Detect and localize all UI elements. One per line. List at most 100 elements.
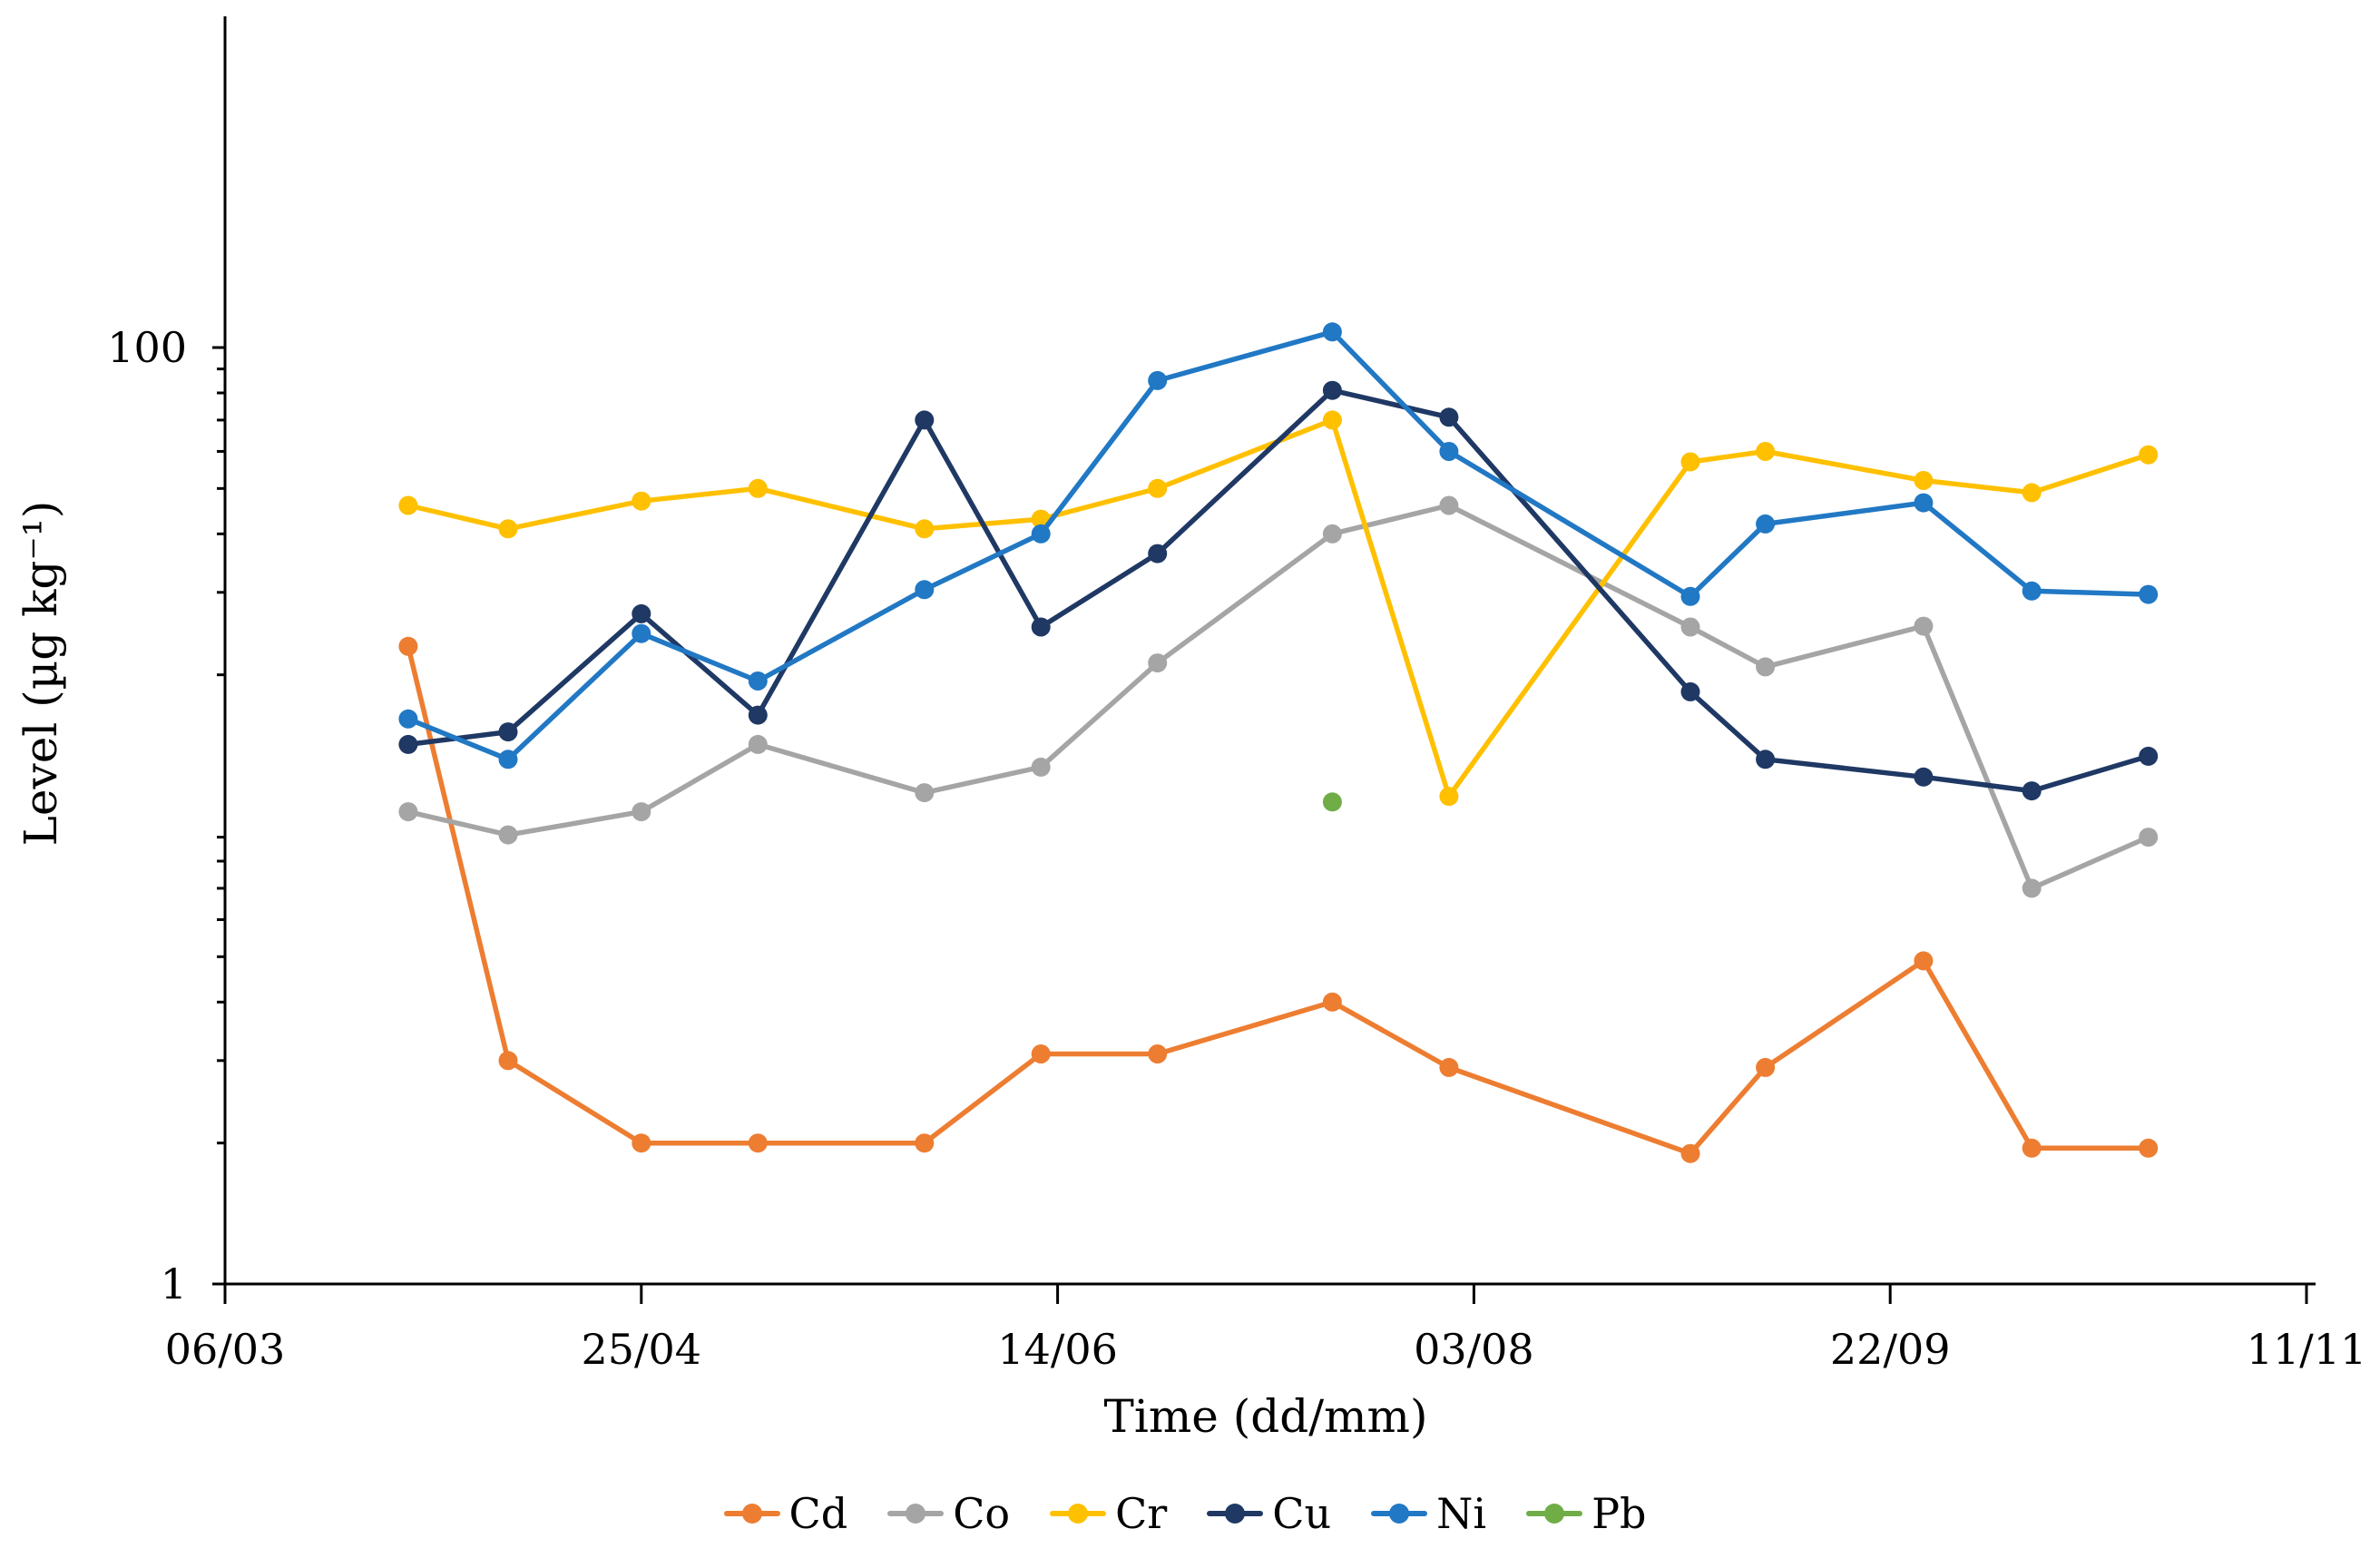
legend-swatch-cd bbox=[723, 1504, 780, 1524]
series-cd-marker bbox=[1148, 1044, 1168, 1063]
legend-marker-icon bbox=[906, 1504, 926, 1524]
x-tick-label: 22/09 bbox=[1830, 1325, 1951, 1374]
series-cr-marker bbox=[498, 519, 518, 539]
series-cr-marker bbox=[1148, 478, 1168, 498]
series-cr-marker bbox=[748, 478, 768, 498]
x-tick-label: 03/08 bbox=[1414, 1325, 1534, 1374]
series-co-marker bbox=[1148, 653, 1168, 673]
legend-label-co: Co bbox=[953, 1489, 1011, 1538]
series-cd-marker bbox=[2139, 1138, 2159, 1158]
series-cd-line bbox=[406, 643, 2151, 1156]
legend-label-cu: Cu bbox=[1272, 1489, 1332, 1538]
x-tick-label: 25/04 bbox=[582, 1325, 702, 1374]
series-cr-marker bbox=[398, 495, 418, 515]
series-cd-marker bbox=[632, 1133, 651, 1153]
series-cd-marker bbox=[498, 1051, 518, 1071]
series-cd-marker bbox=[1439, 1057, 1459, 1077]
series-cr-marker bbox=[2022, 483, 2042, 503]
series-cr-marker bbox=[1680, 452, 1700, 472]
series-layer bbox=[398, 322, 2159, 1163]
series-ni-marker bbox=[498, 750, 518, 769]
series-cu-marker bbox=[498, 722, 518, 742]
series-cu-marker bbox=[915, 410, 935, 430]
series-co-marker bbox=[632, 802, 651, 822]
series-cd-marker bbox=[2022, 1138, 2042, 1158]
x-tick-label: 11/11 bbox=[2247, 1325, 2367, 1374]
series-cd-marker bbox=[748, 1133, 768, 1153]
legend-item-co: Co bbox=[887, 1493, 1010, 1534]
axes-layer: 1 100 06/03 25/04 14/06 03/08 22/09 11/11 bbox=[107, 16, 2366, 1374]
series-cr-marker bbox=[2139, 445, 2159, 465]
legend-marker-icon bbox=[1389, 1504, 1410, 1524]
x-tick-label: 14/06 bbox=[997, 1325, 1118, 1374]
series-co-marker bbox=[1680, 617, 1700, 637]
series-cu-marker bbox=[1148, 544, 1168, 564]
series-co-marker bbox=[398, 802, 418, 822]
legend-marker-icon bbox=[1225, 1504, 1246, 1524]
legend-marker-icon bbox=[1068, 1504, 1089, 1524]
y-tick-label: 100 bbox=[107, 323, 187, 372]
series-cu-marker bbox=[748, 705, 768, 725]
x-axis-title: Time (dd/mm) bbox=[1104, 1390, 1428, 1443]
series-co-marker bbox=[1756, 657, 1776, 677]
series-cr-marker bbox=[915, 519, 935, 539]
series-cu-marker bbox=[1031, 617, 1051, 637]
series-ni-line bbox=[406, 329, 2151, 762]
series-pb-marker bbox=[1322, 792, 1342, 812]
x-tick-label: 06/03 bbox=[165, 1325, 286, 1374]
series-co-marker bbox=[2139, 828, 2159, 848]
series-cr-marker bbox=[1914, 471, 1934, 490]
series-cu-marker bbox=[632, 603, 651, 623]
series-cr-marker bbox=[1322, 410, 1342, 430]
series-ni-marker bbox=[1031, 524, 1051, 544]
legend-label-cd: Cd bbox=[788, 1489, 848, 1538]
series-cd-marker bbox=[1914, 951, 1934, 971]
series-cd-marker bbox=[915, 1133, 935, 1153]
series-cu-marker bbox=[1439, 407, 1459, 427]
y-axis-title: Level (µg kg⁻¹) bbox=[15, 501, 67, 847]
legend-item-cr: Cr bbox=[1050, 1493, 1167, 1534]
legend-label-pb: Pb bbox=[1591, 1489, 1647, 1538]
series-co-marker bbox=[2022, 878, 2042, 898]
series-cr-marker bbox=[1756, 442, 1776, 461]
series-co-marker bbox=[1322, 524, 1342, 544]
series-ni-marker bbox=[2022, 581, 2042, 601]
series-cu-line bbox=[406, 387, 2151, 794]
series-co-marker bbox=[915, 783, 935, 803]
series-cd-marker bbox=[1031, 1044, 1051, 1063]
legend-swatch-cu bbox=[1207, 1504, 1264, 1524]
series-ni-marker bbox=[1148, 370, 1168, 390]
legend-item-cd: Cd bbox=[723, 1489, 848, 1538]
legend-item-pb: Pb bbox=[1526, 1493, 1646, 1534]
series-cu-marker bbox=[398, 734, 418, 754]
series-co-marker bbox=[1914, 616, 1934, 636]
series-co-marker bbox=[498, 825, 518, 845]
series-ni-marker bbox=[1914, 493, 1934, 513]
legend-item-ni: Ni bbox=[1371, 1493, 1486, 1534]
series-cd-marker bbox=[1322, 992, 1342, 1012]
series-cr-marker bbox=[1439, 787, 1459, 807]
series-ni-marker bbox=[1439, 442, 1459, 461]
series-co-marker bbox=[748, 734, 768, 754]
series-co-line bbox=[406, 503, 2151, 891]
series-cd-marker bbox=[398, 636, 418, 656]
y-tick-label: 1 bbox=[161, 1259, 187, 1308]
legend-swatch-ni bbox=[1371, 1504, 1428, 1524]
series-ni-marker bbox=[748, 671, 768, 691]
legend-item-cu: Cu bbox=[1207, 1493, 1331, 1534]
series-cu-marker bbox=[1914, 767, 1934, 787]
series-co-marker bbox=[1439, 495, 1459, 515]
series-cu-marker bbox=[2139, 746, 2159, 766]
series-ni-marker bbox=[398, 709, 418, 729]
legend-swatch-cr bbox=[1050, 1504, 1107, 1524]
legend-label-ni: Ni bbox=[1436, 1489, 1487, 1538]
series-ni-marker bbox=[1322, 322, 1342, 342]
series-ni-marker bbox=[1756, 514, 1776, 534]
series-cd-marker bbox=[1756, 1057, 1776, 1077]
series-ni-marker bbox=[632, 623, 651, 643]
series-ni-marker bbox=[1680, 586, 1700, 606]
series-cu-marker bbox=[1680, 681, 1700, 701]
legend-marker-icon bbox=[741, 1504, 762, 1524]
